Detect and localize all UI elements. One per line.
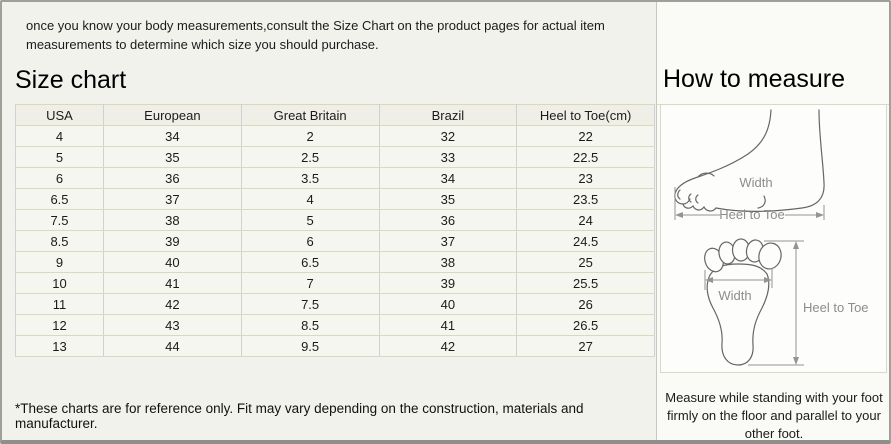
table-cell: 8.5 [240, 314, 380, 336]
table-cell: 42 [378, 335, 518, 357]
table-row: 8.5 39 6 37 24.5 [15, 230, 655, 252]
table-header-row: USA European Great Britain Brazil Heel to To… [15, 104, 655, 126]
table-row: 4 34 2 32 22 [15, 125, 655, 147]
how-to-measure-section: How to measure [656, 2, 889, 440]
table-cell: 6 [15, 167, 104, 189]
column-header: Heel to Toe(cm) [516, 104, 655, 126]
size-table-head: USA European Great Britain Brazil Heel to To… [15, 104, 655, 126]
table-cell: 26 [516, 293, 655, 315]
table-cell: 42 [103, 293, 242, 315]
size-chart-title: Size chart [15, 66, 127, 94]
table-cell: 3.5 [240, 167, 380, 189]
table-cell: 38 [378, 251, 518, 273]
table-cell: 33 [378, 146, 518, 168]
table-row: 5 35 2.5 33 22.5 [15, 146, 655, 168]
table-cell: 37 [103, 188, 242, 210]
footnote-text: *These charts are for reference only. Fi… [15, 401, 584, 431]
table-cell: 10 [15, 272, 104, 294]
table-cell: 7.5 [240, 293, 380, 315]
table-cell: 36 [103, 167, 242, 189]
table-cell: 37 [378, 230, 518, 252]
size-table: USA European Great Britain Brazil Heel to To… [15, 104, 655, 357]
table-cell: 27 [516, 335, 655, 357]
table-cell: 40 [103, 251, 242, 273]
table-cell: 12 [15, 314, 104, 336]
table-cell: 34 [103, 125, 242, 147]
table-cell: 24 [516, 209, 655, 231]
table-row: 13 44 9.5 42 27 [15, 335, 655, 357]
column-header: Brazil [378, 104, 518, 126]
table-cell: 24.5 [516, 230, 655, 252]
table-cell: 23 [516, 167, 655, 189]
table-cell: 9 [15, 251, 104, 273]
table-cell: 7.5 [15, 209, 104, 231]
table-cell: 25.5 [516, 272, 655, 294]
table-cell: 38 [103, 209, 242, 231]
table-cell: 6 [240, 230, 380, 252]
table-cell: 6.5 [15, 188, 104, 210]
table-cell: 4 [15, 125, 104, 147]
table-cell: 11 [15, 293, 104, 315]
size-table-body: 4 34 2 32 22 5 35 2.5 33 22.5 6 36 3.5 34 23 6.5 37 4 35 23… [15, 125, 655, 357]
table-cell: 4 [240, 188, 380, 210]
table-row: 11 42 7.5 40 26 [15, 293, 655, 315]
table-cell: 40 [378, 293, 518, 315]
table-row: 7.5 38 5 36 24 [15, 209, 655, 231]
table-cell: 7 [240, 272, 380, 294]
table-cell: 43 [103, 314, 242, 336]
table-cell: 5 [240, 209, 380, 231]
table-cell: 26.5 [516, 314, 655, 336]
table-cell: 36 [378, 209, 518, 231]
table-cell: 41 [378, 314, 518, 336]
table-cell: 35 [378, 188, 518, 210]
foot-side-view-diagram: Width Heel to Toe [674, 109, 825, 222]
measure-diagram-box: Width Heel to Toe [660, 104, 887, 373]
table-cell: 22 [516, 125, 655, 147]
table-cell: 8.5 [15, 230, 104, 252]
table-row: 12 43 8.5 41 26.5 [15, 314, 655, 336]
table-cell: 39 [103, 230, 242, 252]
heel-to-toe-label: Heel to Toe [803, 300, 869, 315]
table-cell: 39 [378, 272, 518, 294]
table-cell: 44 [103, 335, 242, 357]
column-header: Great Britain [240, 104, 380, 126]
column-header: USA [15, 104, 104, 126]
width-label: Width [718, 288, 751, 303]
table-cell: 2 [240, 125, 380, 147]
table-cell: 23.5 [516, 188, 655, 210]
foot-sole-view-diagram: Width Heel to Toe [704, 238, 869, 366]
width-label: Width [739, 175, 772, 190]
table-cell: 5 [15, 146, 104, 168]
table-cell: 41 [103, 272, 242, 294]
table-row: 10 41 7 39 25.5 [15, 272, 655, 294]
table-cell: 6.5 [240, 251, 380, 273]
column-header: European [103, 104, 242, 126]
table-cell: 32 [378, 125, 518, 147]
table-cell: 35 [103, 146, 242, 168]
table-row: 9 40 6.5 38 25 [15, 251, 655, 273]
table-cell: 13 [15, 335, 104, 357]
table-cell: 25 [516, 251, 655, 273]
size-chart-section: once you know your body measurements,con… [2, 2, 656, 440]
table-cell: 9.5 [240, 335, 380, 357]
heel-to-toe-label: Heel to Toe [719, 207, 785, 222]
table-cell: 22.5 [516, 146, 655, 168]
how-to-measure-title: How to measure [663, 65, 846, 93]
table-row: 6 36 3.5 34 23 [15, 167, 655, 189]
measure-note: Measure while standing with your foot fi… [665, 390, 883, 442]
table-cell: 2.5 [240, 146, 380, 168]
table-row: 6.5 37 4 35 23.5 [15, 188, 655, 210]
intro-text: once you know your body measurements,con… [26, 18, 605, 52]
table-cell: 34 [378, 167, 518, 189]
